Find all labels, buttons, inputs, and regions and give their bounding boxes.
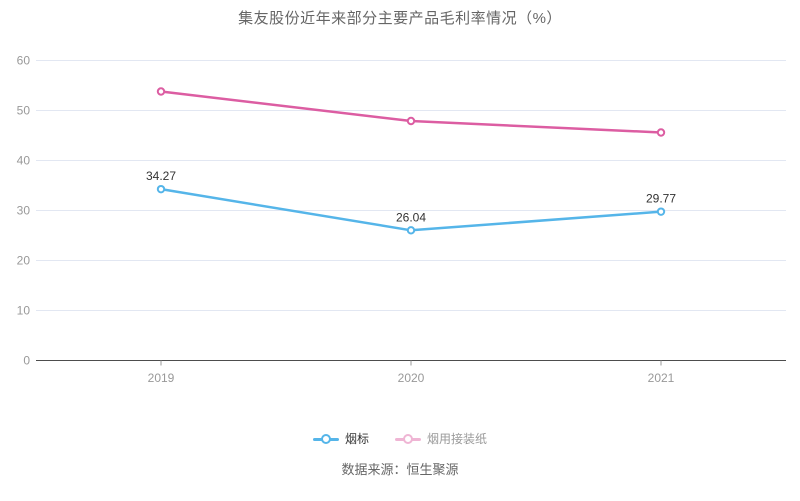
data-point[interactable]: [406, 116, 416, 126]
series-line-烟用接装纸: [159, 90, 663, 134]
plot-area: 0 10 20 30 40 50 60 2019 2020 2021 34.27 26.04 29.77: [17, 54, 786, 385]
data-point[interactable]: [406, 226, 416, 235]
legend-item-yanyongjiezhuangzhi[interactable]: 烟用接装纸: [395, 433, 487, 445]
data-point-label: 26.04: [396, 210, 426, 224]
x-axis-tick-label: 2019: [148, 371, 175, 385]
legend: 烟标 烟用接装纸: [0, 430, 800, 448]
data-point-label: 29.77: [646, 192, 676, 206]
y-axis-tick-label: 0: [23, 354, 30, 368]
data-source-note: 数据来源：恒生聚源: [341, 462, 459, 477]
data-point[interactable]: [656, 207, 666, 216]
x-axis-tick-label: 2021: [648, 371, 675, 385]
line-series-marker-icon: [395, 433, 421, 445]
y-axis-tick-label: 50: [17, 104, 31, 118]
data-point-label: 34.27: [146, 169, 176, 183]
legend-label: 烟标: [344, 432, 369, 446]
legend-item-yanbiao[interactable]: 烟标: [312, 432, 369, 446]
y-axis-tick-label: 60: [17, 54, 31, 68]
x-axis-tick-label: 2020: [398, 371, 425, 385]
chart-title: 集友股份近年来部分主要产品毛利率情况（%）: [238, 10, 562, 27]
line-series-marker-icon: [312, 433, 339, 445]
legend-label: 烟用接装纸: [427, 432, 488, 446]
y-axis-tick-label: 10: [17, 304, 31, 318]
data-point[interactable]: [156, 87, 166, 96]
data-point[interactable]: [656, 128, 666, 137]
data-point[interactable]: [156, 184, 166, 194]
y-axis-tick-label: 30: [17, 204, 31, 218]
y-axis-tick-label: 20: [17, 254, 31, 268]
y-axis-tick-label: 40: [17, 154, 31, 168]
